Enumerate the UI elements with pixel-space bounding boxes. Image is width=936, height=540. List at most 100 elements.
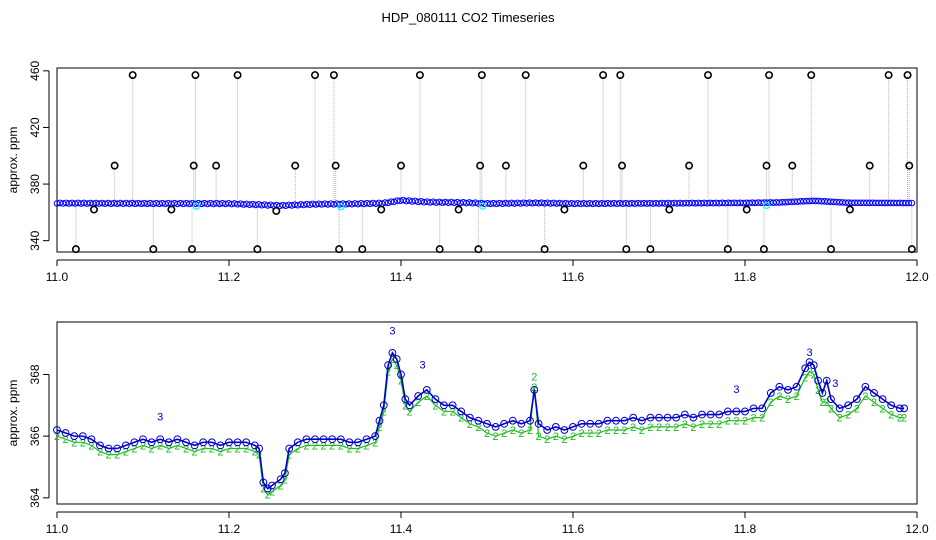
top-x-tick-label: 11.8 [734,270,757,284]
series-2-point: 2 [828,403,834,415]
series-2-point: 2 [235,443,241,455]
top-y-tick-label: 340 [28,230,42,250]
series-3-label: 3 [389,325,395,337]
series-2-label: 2 [531,372,537,384]
spike-marker [149,245,158,254]
spike-marker [616,71,625,80]
series-2-point: 2 [699,419,705,431]
series-2-point: 2 [183,443,189,455]
bottom-x-tick-label: 11.0 [46,522,69,536]
series-3-point [113,444,122,453]
series-3-point [354,438,362,447]
series-3-point [663,413,672,422]
spike-marker [807,71,816,80]
spike-marker [905,161,914,170]
spike-marker [415,71,424,80]
series-3-point [586,419,595,428]
series-3-point [268,481,276,490]
baseline-point [381,199,389,206]
series-2-point: 2 [209,443,215,455]
series-3-point [543,426,552,434]
spike-marker [188,245,197,254]
series-2-point: 2 [269,487,275,499]
series-2-point: 2 [80,437,86,449]
series-3-point [216,441,225,450]
series-2-point: 2 [140,440,146,452]
baseline-point [387,198,395,205]
series-3-point [87,435,96,444]
series-3-point [655,413,663,422]
series-3-point [560,426,569,434]
series-3-point [139,435,147,444]
series-2-point: 2 [733,416,739,428]
series-3-point [130,438,139,447]
spike-marker [474,245,483,254]
series-3-point [809,361,818,370]
bottom-x-tick-label: 11.2 [218,522,241,536]
series-2-point: 2 [484,428,490,440]
bottom-axes: 11.0 11.2 11.4 11.6 11.8 12.0 364 366 368 [28,364,929,536]
series-2-point: 2 [372,437,378,449]
spike-marker [501,161,510,170]
series-2-point: 2 [243,443,249,455]
series-2-point: 2 [871,397,877,409]
series-3-point [78,432,87,441]
series-2-point: 2 [647,422,653,434]
series-2-point: 2 [656,422,662,434]
series-2-point: 2 [415,397,421,409]
spike-marker [167,205,176,214]
series-2-point: 2 [725,416,731,428]
series-3-point [285,444,294,453]
series-3-point [629,413,638,422]
series-2-point: 2 [742,416,748,428]
series-3-point [612,416,620,425]
series-2-point: 2 [630,422,636,434]
series-3-point [104,444,113,453]
spike-marker [435,245,444,254]
series-3-point [276,475,285,484]
spike-marker [189,161,198,170]
series-2-point: 2 [665,422,671,434]
series-3-point [242,438,251,447]
series-2-point: 2 [321,440,327,452]
spike-marker [903,71,912,80]
series-3-label: 3 [733,384,739,396]
series-2-point: 2 [97,447,103,459]
spike-marker [762,161,771,170]
series-3-point [680,410,689,419]
top-plot-frame [56,67,918,253]
spike-marker [845,205,854,214]
bottom-plot-frame [56,321,918,505]
spike-marker [646,245,655,254]
top-axes: 11.0 11.2 11.4 11.6 11.8 12.0 340 380 420 460 [28,60,929,284]
series-3-label: 3 [419,359,425,371]
series-2-point: 2 [544,434,550,446]
spike-marker [377,205,386,214]
series-2-point: 2 [71,437,77,449]
series-2-point: 2 [819,397,825,409]
top-x-tick-label: 11.4 [390,270,413,284]
series-3-point [784,385,792,394]
series-3-point [620,416,629,425]
series-2-point: 2 [587,428,593,440]
spike-marker [233,71,242,80]
series-2-point: 2 [553,431,559,443]
series-2-point: 2 [880,403,886,415]
spike-marker [665,205,674,214]
top-x-tick-label: 12.0 [905,270,929,284]
series-2-point: 2 [682,419,688,431]
series-2-point: 2 [673,422,679,434]
series-3-point [895,404,904,413]
series-2-point: 2 [432,400,438,412]
series-2-point: 2 [355,443,361,455]
series-2-point: 2 [613,425,619,437]
series-2-point: 2 [424,391,430,403]
series-2-point: 2 [596,428,602,440]
series-2-point: 2 [226,443,232,455]
series-2-point: 2 [346,443,352,455]
spike-marker [622,245,631,254]
spike-marker [272,206,281,215]
spike-marker [110,161,119,170]
spike-marker [454,205,463,214]
spike-marker [723,245,732,254]
